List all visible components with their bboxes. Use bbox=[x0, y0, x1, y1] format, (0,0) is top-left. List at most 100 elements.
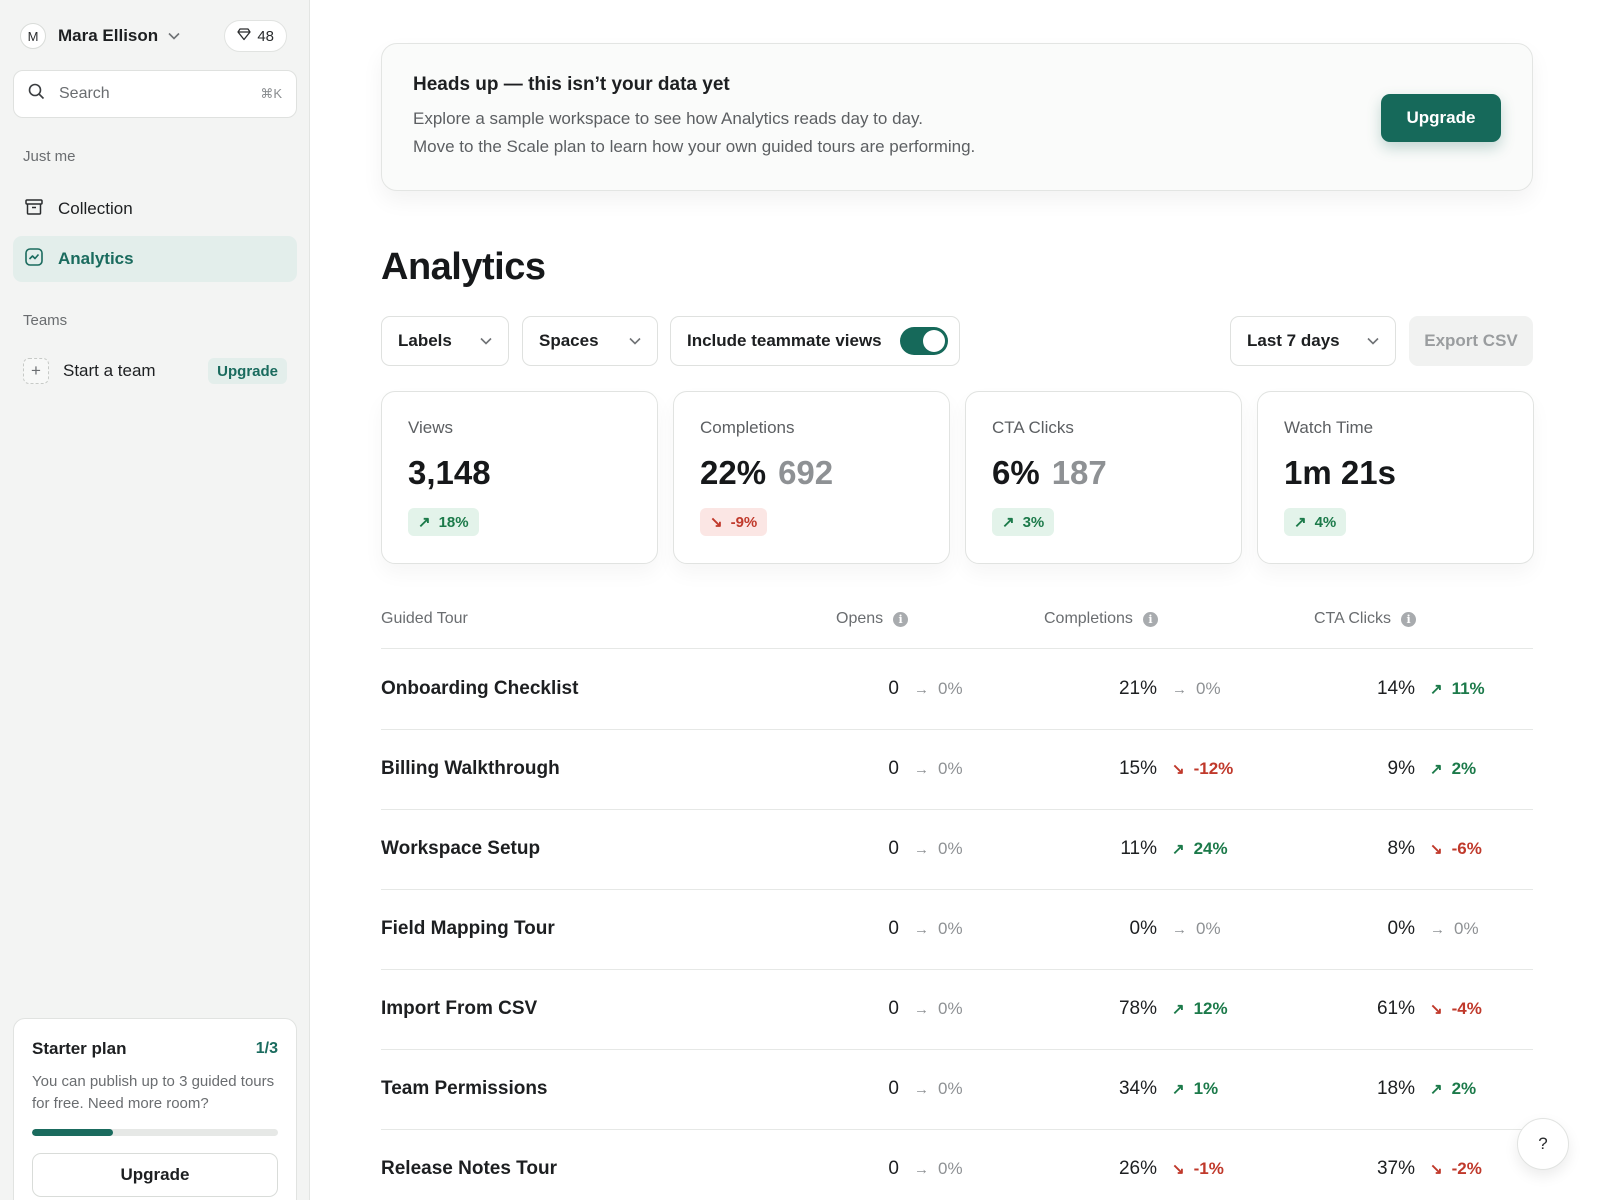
opens-value: 0 bbox=[888, 998, 899, 1019]
completions-delta: ↗ 12% bbox=[1172, 969, 1228, 1049]
table-row[interactable]: Release Notes Tour 0 → 0% 26% ↘ -1% 37% ↘ -2% bbox=[381, 1129, 1533, 1200]
banner-upgrade-button[interactable]: Upgrade bbox=[1381, 94, 1501, 142]
teammate-views-label: Include teammate views bbox=[687, 331, 882, 350]
completions-delta: → 0% bbox=[1172, 649, 1221, 729]
section-label-teams: Teams bbox=[23, 312, 68, 329]
arrow-up-right-icon: ↗ bbox=[1172, 1081, 1185, 1098]
tour-name[interactable]: Team Permissions bbox=[381, 1078, 548, 1099]
plan-title: Starter plan bbox=[32, 1039, 127, 1058]
plan-description: You can publish up to 3 guided tours for… bbox=[32, 1073, 275, 1112]
gems-count: 48 bbox=[257, 27, 274, 45]
user-name[interactable]: Mara Ellison bbox=[58, 26, 159, 45]
opens-delta: → 0% bbox=[914, 889, 963, 969]
tour-name[interactable]: Release Notes Tour bbox=[381, 1158, 557, 1179]
stat-delta-value: -9% bbox=[730, 513, 758, 531]
arrow-up-right-icon: ↗ bbox=[1172, 1001, 1185, 1018]
arrow-down-right-icon: ↘ bbox=[1172, 1161, 1185, 1178]
arrow-down-right-icon: ↘ bbox=[1430, 1001, 1443, 1018]
tour-name[interactable]: Workspace Setup bbox=[381, 838, 541, 859]
avatar[interactable]: M bbox=[20, 23, 46, 49]
column-header-opens[interactable]: Opens i bbox=[836, 610, 909, 628]
gems-badge[interactable]: 48 bbox=[224, 20, 287, 52]
plan-usage-count: 1/3 bbox=[255, 1040, 278, 1057]
arrow-right-icon: → bbox=[914, 920, 929, 938]
column-header-cta-clicks[interactable]: CTA Clicks i bbox=[1314, 610, 1417, 628]
chart-icon bbox=[24, 247, 44, 272]
completions-delta-value: 12% bbox=[1193, 999, 1228, 1018]
opens-delta-value: 0% bbox=[938, 679, 963, 698]
table-row[interactable]: Onboarding Checklist 0 → 0% 21% → 0% 14% ↗ 11% bbox=[381, 649, 1533, 729]
section-label-personal: Just me bbox=[23, 148, 76, 165]
plan-card: Starter plan 1/3 You can publish up to 3… bbox=[13, 1018, 297, 1200]
teammate-views-toggle-control[interactable]: Include teammate views bbox=[670, 316, 960, 366]
column-header-label: Completions bbox=[1044, 610, 1133, 627]
table-row[interactable]: Billing Walkthrough 0 → 0% 15% ↘ -12% 9% ↗ 2% bbox=[381, 729, 1533, 809]
date-range-select[interactable]: Last 7 days bbox=[1230, 316, 1396, 366]
stat-label: Completions bbox=[700, 418, 795, 437]
chevron-down-icon[interactable] bbox=[168, 29, 180, 43]
tour-name[interactable]: Billing Walkthrough bbox=[381, 758, 560, 779]
start-team-item[interactable]: + Start a team Upgrade bbox=[23, 355, 287, 387]
cta-clicks-value: 18% bbox=[1376, 1078, 1415, 1099]
opens-delta: → 0% bbox=[914, 1129, 963, 1200]
cta-clicks-delta-value: -4% bbox=[1451, 999, 1482, 1018]
stat-delta-badge: ↗ 4% bbox=[1284, 508, 1347, 536]
sidebar-item-analytics[interactable]: Analytics bbox=[13, 236, 297, 282]
cta-clicks-value: 14% bbox=[1376, 678, 1415, 699]
spaces-filter-label: Spaces bbox=[539, 331, 599, 350]
help-button[interactable]: ? bbox=[1517, 1118, 1569, 1170]
stat-label: Watch Time bbox=[1284, 418, 1374, 437]
table-row[interactable]: Field Mapping Tour 0 → 0% 0% → 0% 0% → 0% bbox=[381, 889, 1533, 969]
cta-clicks-value: 8% bbox=[1387, 838, 1415, 859]
opens-value: 0 bbox=[888, 678, 899, 699]
arrow-down-right-icon: ↘ bbox=[1430, 1161, 1443, 1178]
team-upgrade-badge[interactable]: Upgrade bbox=[208, 358, 287, 384]
tour-name[interactable]: Onboarding Checklist bbox=[381, 678, 579, 699]
table-row[interactable]: Workspace Setup 0 → 0% 11% ↗ 24% 8% ↘ -6% bbox=[381, 809, 1533, 889]
teammate-views-toggle[interactable] bbox=[900, 327, 948, 355]
completions-delta-value: -12% bbox=[1193, 759, 1234, 778]
export-csv-button[interactable]: Export CSV bbox=[1409, 316, 1533, 366]
stat-value: 1m 21s bbox=[1284, 454, 1396, 491]
search-input[interactable]: Search ⌘K bbox=[13, 70, 297, 118]
stat-label: Views bbox=[408, 418, 454, 437]
stat-card-completions: Completions 22% 692 ↘ -9% bbox=[673, 391, 950, 564]
labels-filter[interactable]: Labels bbox=[381, 316, 509, 366]
tour-name[interactable]: Field Mapping Tour bbox=[381, 918, 555, 939]
opens-delta: → 0% bbox=[914, 809, 963, 889]
sidebar-item-collection[interactable]: Collection bbox=[13, 186, 297, 232]
spaces-filter[interactable]: Spaces bbox=[522, 316, 658, 366]
cta-clicks-value: 9% bbox=[1387, 758, 1415, 779]
completions-value: 21% bbox=[1118, 678, 1157, 699]
arrow-up-right-icon: ↗ bbox=[1430, 681, 1443, 698]
column-header-label: CTA Clicks bbox=[1314, 610, 1392, 627]
plan-progress-bar bbox=[32, 1129, 278, 1136]
opens-value: 0 bbox=[888, 918, 899, 939]
tour-name[interactable]: Import From CSV bbox=[381, 998, 538, 1019]
arrow-right-icon: → bbox=[1430, 920, 1445, 938]
plan-upgrade-button[interactable]: Upgrade bbox=[32, 1153, 278, 1197]
chevron-down-icon bbox=[1367, 334, 1379, 348]
column-header-label: Guided Tour bbox=[381, 610, 468, 627]
arrow-down-right-icon: ↘ bbox=[710, 514, 723, 531]
completions-delta-value: 1% bbox=[1193, 1079, 1219, 1098]
column-header-guided-tour[interactable]: Guided Tour bbox=[381, 610, 468, 628]
info-icon[interactable]: i bbox=[1142, 611, 1158, 627]
table-row[interactable]: Import From CSV 0 → 0% 78% ↗ 12% 61% ↘ -4% bbox=[381, 969, 1533, 1049]
column-header-completions[interactable]: Completions i bbox=[1044, 610, 1158, 628]
stat-card-views: Views 3,148 ↗ 18% bbox=[381, 391, 658, 564]
stat-delta-value: 18% bbox=[438, 513, 469, 531]
table-row[interactable]: Team Permissions 0 → 0% 34% ↗ 1% 18% ↗ 2% bbox=[381, 1049, 1533, 1129]
completions-value: 78% bbox=[1118, 998, 1157, 1019]
user-menu[interactable]: M Mara Ellison 48 bbox=[20, 20, 287, 52]
arrow-down-right-icon: ↘ bbox=[1172, 761, 1185, 778]
table-divider bbox=[381, 648, 1533, 649]
completions-value: 0% bbox=[1129, 918, 1157, 939]
cta-clicks-delta-value: 0% bbox=[1454, 919, 1479, 938]
info-icon[interactable]: i bbox=[1401, 611, 1417, 627]
table-divider bbox=[381, 729, 1533, 730]
opens-value: 0 bbox=[888, 1158, 899, 1179]
info-icon[interactable]: i bbox=[893, 611, 909, 627]
archive-icon bbox=[24, 197, 44, 222]
completions-delta: ↘ -12% bbox=[1172, 729, 1233, 809]
